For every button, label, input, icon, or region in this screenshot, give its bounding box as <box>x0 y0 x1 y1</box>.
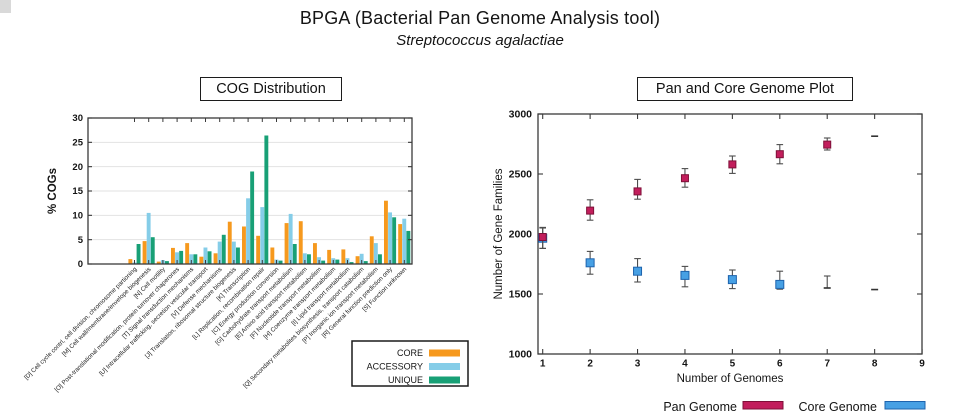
pan-core-y-axis-label: Number of Gene Families <box>493 168 505 299</box>
cog-bars-unique <box>136 135 411 264</box>
cog-plot-area: 0 5 10 15 20 25 30 % COGs <box>47 113 413 270</box>
cog-x-category-labels: [D] Cell cycle contrl, cell division, ch… <box>23 265 409 393</box>
cog-distribution-chart: 0 5 10 15 20 25 30 % COGs [D] Cell cycle contrl,… <box>23 113 469 393</box>
pan-core-chart-title-text: Pan and Core Genome Plot <box>655 81 835 97</box>
core-genome-series <box>538 227 879 291</box>
svg-text:20: 20 <box>72 162 83 173</box>
cog-distribution-panel: COG Distribution 0 5 10 15 20 25 30 % COGs [D] C… <box>0 70 480 418</box>
figure-header: BPGA (Bacterial Pan Genome Analysis tool… <box>0 8 960 49</box>
pan-core-genome-chart: 1000 1500 2000 2500 3000 1 2 3 4 5 6 7 8 9 Number of G… <box>493 109 926 414</box>
svg-text:25: 25 <box>72 138 83 149</box>
svg-text:0: 0 <box>78 259 83 270</box>
page-title: BPGA (Bacterial Pan Genome Analysis tool… <box>299 8 661 28</box>
svg-text:CORE: CORE <box>397 348 423 358</box>
cog-y-axis-label: % COGs <box>47 168 59 214</box>
pan-genome-series <box>538 135 879 249</box>
svg-text:8: 8 <box>872 359 878 370</box>
pan-core-x-axis-label: Number of Genomes <box>677 373 784 385</box>
cog-legend: CORE ACCESSORY UNIQUE <box>351 340 469 387</box>
svg-text:9: 9 <box>919 359 925 370</box>
pan-core-chart-title: Pan and Core Genome Plot <box>637 77 853 101</box>
svg-text:6: 6 <box>777 359 783 370</box>
svg-text:5: 5 <box>78 235 84 246</box>
svg-text:5: 5 <box>730 359 736 370</box>
svg-text:1: 1 <box>540 359 546 370</box>
svg-text:1500: 1500 <box>509 289 533 301</box>
svg-text:Core Genome: Core Genome <box>798 400 877 414</box>
pan-core-legend: Pan Genome Core Genome <box>663 400 926 414</box>
svg-text:15: 15 <box>72 186 83 197</box>
svg-text:UNIQUE: UNIQUE <box>388 375 423 385</box>
svg-text:10: 10 <box>72 211 83 222</box>
svg-text:3: 3 <box>635 359 641 370</box>
svg-text:2500: 2500 <box>509 169 533 181</box>
svg-text:4: 4 <box>682 359 688 370</box>
cog-bars-core <box>128 200 403 264</box>
pan-core-genome-panel: Pan and Core Genome Plot 1000 1500 2000 250… <box>480 70 960 418</box>
page-subtitle: Streptococcus agalactiae <box>396 32 564 49</box>
svg-text:2000: 2000 <box>509 229 533 241</box>
cog-chart-title-text: COG Distribution <box>216 81 326 97</box>
pan-core-plot-area: 1000 1500 2000 2500 3000 1 2 3 4 5 6 7 8 9 Number of G… <box>493 109 925 386</box>
cog-chart-title: COG Distribution <box>200 77 342 101</box>
svg-text:ACCESSORY: ACCESSORY <box>367 362 423 372</box>
svg-text:Pan Genome: Pan Genome <box>663 400 737 414</box>
svg-text:7: 7 <box>824 359 830 370</box>
svg-text:3000: 3000 <box>509 109 533 121</box>
svg-text:2: 2 <box>587 359 593 370</box>
screen-corner-artifact <box>0 0 11 13</box>
svg-text:1000: 1000 <box>509 349 533 361</box>
svg-text:30: 30 <box>72 113 83 124</box>
